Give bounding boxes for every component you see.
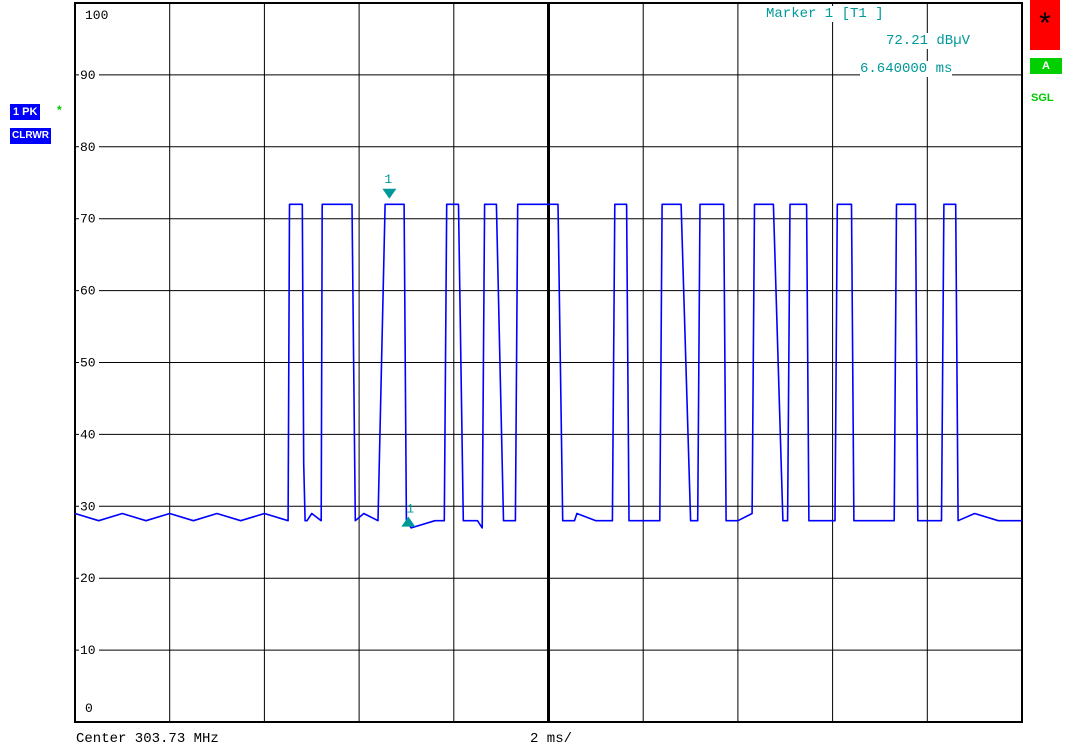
grid bbox=[74, 2, 1023, 723]
y-tick-label-bg bbox=[79, 139, 99, 153]
y-tick-label: 40 bbox=[80, 427, 96, 442]
y-tick-label: 50 bbox=[80, 356, 96, 371]
y-tick-label-bg bbox=[79, 67, 99, 81]
y-tick-label-bg bbox=[79, 211, 99, 225]
y-tick-label: 0 bbox=[85, 701, 93, 716]
marker-symbol[interactable] bbox=[382, 188, 397, 199]
marker-info-level: 72.21 dBµV bbox=[886, 33, 971, 49]
marker-info-title: Marker 1 [T1 ] bbox=[766, 6, 884, 22]
trace-badge[interactable]: 1 PK bbox=[10, 104, 41, 120]
y-tick-label-bg bbox=[79, 355, 99, 369]
a-indicator: A bbox=[1030, 58, 1062, 74]
y-tick-label: 70 bbox=[80, 212, 96, 227]
y-tick-label: 30 bbox=[80, 499, 96, 514]
center-frequency-label: Center 303.73 MHz bbox=[76, 731, 219, 747]
trace bbox=[74, 203, 1022, 529]
y-tick-label-bg bbox=[79, 427, 99, 441]
y-tick-label-bg bbox=[79, 643, 99, 657]
status-star-indicator: * bbox=[1030, 0, 1060, 50]
y-tick-label: 90 bbox=[80, 68, 96, 83]
y-tick-label-bg bbox=[79, 499, 99, 513]
trace-mode-badge[interactable]: CLRWR bbox=[10, 128, 52, 144]
sgl-indicator: SGL bbox=[1031, 92, 1054, 104]
y-tick-label: 60 bbox=[80, 284, 96, 299]
y-tick-label-bg bbox=[79, 571, 99, 585]
y-tick-label: 80 bbox=[80, 140, 96, 155]
y-tick-label: 20 bbox=[80, 571, 96, 586]
marker-symbol-secondary-label: 1 bbox=[406, 502, 414, 517]
marker-layer: 11 bbox=[382, 172, 416, 527]
trace-line bbox=[74, 203, 1022, 529]
marker-symbol-secondary bbox=[401, 516, 416, 527]
y-tick-label: 10 bbox=[80, 643, 96, 658]
y-tick-label-bg bbox=[79, 283, 99, 297]
time-per-division-label: 2 ms/ bbox=[530, 731, 573, 747]
trace-flag: * bbox=[57, 103, 62, 117]
marker-symbol-label: 1 bbox=[384, 172, 392, 187]
marker-info-time: 6.640000 ms bbox=[860, 61, 953, 77]
y-tick-label: 100 bbox=[85, 8, 108, 23]
